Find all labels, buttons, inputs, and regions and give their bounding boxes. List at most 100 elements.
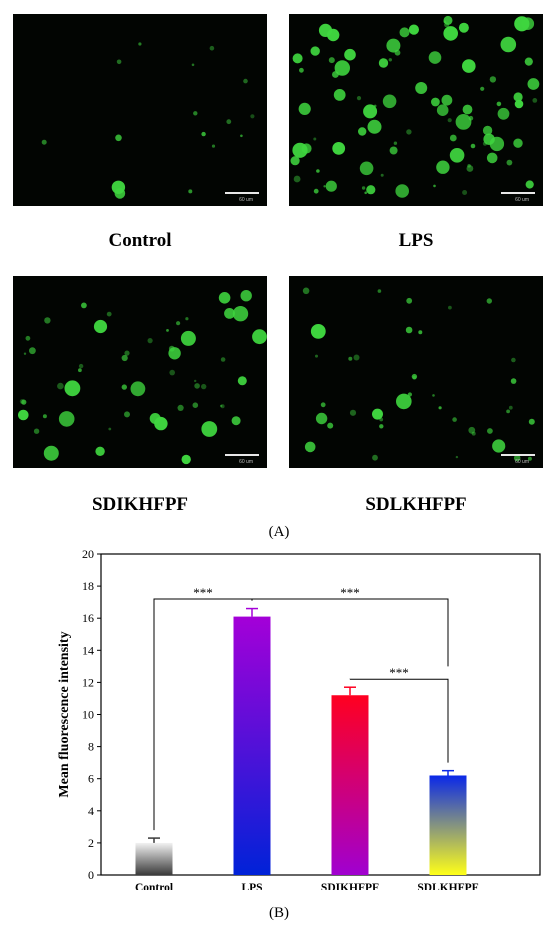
y-tick-label: 4: [88, 804, 94, 818]
fluorescent-cell: [218, 292, 231, 304]
y-tick-label: 12: [82, 675, 94, 689]
fluorescent-cell: [415, 82, 428, 94]
y-tick-label: 14: [82, 643, 94, 657]
fluorescent-cell: [366, 185, 376, 195]
fluorescent-cell: [147, 338, 153, 344]
scale-bar-label: 60 um: [239, 197, 253, 203]
fluorescent-cell: [176, 321, 181, 326]
fluorescent-cell: [193, 111, 198, 116]
fluorescent-cell: [466, 165, 474, 172]
cells-sdlkhfpf: [302, 287, 535, 462]
significance-bracket: [251, 598, 449, 667]
fluorescent-cell: [482, 125, 493, 136]
fluorescent-cell: [436, 104, 449, 116]
fluorescent-cell: [480, 86, 485, 91]
cells-sdikhfpf: [18, 290, 267, 465]
fluorescent-cell: [29, 347, 36, 355]
fluorescent-cell: [432, 394, 435, 397]
fluorescent-cell: [349, 409, 357, 416]
fluorescent-cell: [310, 324, 326, 339]
fluorescent-cell: [372, 454, 378, 461]
fluorescent-cell: [64, 380, 81, 397]
fluorescent-cell: [487, 428, 493, 434]
micrograph-lps: 60 um: [289, 14, 543, 206]
x-tick-label: LPS: [241, 882, 262, 890]
scale-bar: [225, 454, 259, 456]
fluorescent-cell: [513, 138, 523, 148]
fluorescent-cell: [496, 101, 502, 107]
fluorescent-cell: [407, 392, 412, 397]
fluorescent-cell: [431, 97, 440, 107]
y-axis-label: Mean fluorescence intensity: [57, 631, 72, 797]
significance-label: ***: [389, 665, 409, 680]
fluorescent-cell: [192, 402, 199, 408]
fluorescent-cell: [361, 186, 366, 190]
fluorescent-cell: [314, 327, 319, 332]
fluorescent-cell: [443, 26, 458, 41]
fluorescent-cell: [506, 409, 510, 414]
fluorescent-cell: [290, 156, 300, 166]
fluorescent-cell: [220, 404, 223, 408]
fluorescent-cell: [333, 89, 346, 101]
fluorescent-cell: [513, 454, 521, 462]
fluorescent-cell: [412, 375, 417, 380]
fluorescent-cell: [389, 146, 398, 155]
fluorescent-cell: [438, 406, 442, 410]
scale-bar-label: 60 um: [515, 197, 529, 203]
micrograph-control: 60 um: [13, 14, 267, 206]
x-tick-label: Control: [135, 882, 173, 890]
scale-bar: [225, 192, 259, 194]
fluorescent-cell: [18, 409, 29, 421]
y-tick-label: 18: [82, 579, 94, 593]
fluorescent-cell: [25, 335, 31, 341]
fluorescent-cell: [408, 24, 419, 35]
fluorescent-cell: [452, 417, 457, 422]
fluorescent-cell: [42, 414, 47, 419]
fluorescent-cell: [33, 428, 40, 434]
fluorescent-cell: [492, 439, 506, 453]
fluorescent-cell: [508, 405, 513, 410]
fluorescent-cell: [232, 306, 249, 322]
fluorescent-cell: [458, 22, 469, 33]
fluorescent-cell: [486, 298, 492, 304]
fluorescent-cell: [292, 53, 303, 64]
fluorescent-cell: [58, 411, 75, 427]
fluorescent-cell: [111, 180, 126, 194]
fluorescent-cell: [21, 399, 27, 405]
fluorescent-cell: [209, 45, 215, 51]
scale-bar-label: 60 um: [515, 459, 529, 465]
caption-sdlkhfpf: SDLKHFPF: [365, 494, 467, 515]
bar-lps: [233, 616, 271, 875]
fluorescent-cell: [130, 381, 146, 397]
fluorescent-cell: [382, 94, 397, 109]
fluorescent-cell: [379, 424, 384, 429]
fluorescent-cell: [332, 71, 339, 78]
fluorescent-cell: [486, 152, 498, 164]
fluorescent-cell: [23, 352, 27, 355]
scale-bar-label: 60 um: [239, 459, 253, 465]
fluorescent-cell: [455, 114, 472, 130]
fluorescent-cell: [313, 188, 319, 194]
micrograph-sdlkhfpf: 60 um: [289, 276, 543, 468]
fluorescent-cell: [181, 454, 191, 465]
fluorescent-cell: [304, 441, 316, 453]
fluorescent-cell: [433, 184, 436, 188]
caption-lps: LPS: [398, 230, 434, 251]
y-tick-label: 0: [88, 868, 94, 882]
fluorescent-cell: [201, 131, 206, 137]
fluorescent-cell: [301, 143, 312, 154]
fluorescent-cell: [396, 393, 412, 410]
fluorescent-cell: [78, 363, 84, 369]
fluorescent-cell: [93, 319, 108, 334]
fluorescent-cell: [194, 383, 200, 389]
fluorescent-cell: [320, 402, 326, 408]
fluorescent-cell: [224, 308, 235, 319]
fluorescent-cell: [237, 376, 247, 386]
bar-sdlkhfpf: [429, 775, 467, 875]
fluorescent-cell: [436, 160, 450, 174]
fluorescent-cell: [372, 408, 383, 420]
significance-bracket: [349, 678, 449, 763]
fluorescent-cell: [377, 289, 382, 293]
fluorescent-cell: [315, 412, 328, 425]
fluorescent-cell: [449, 148, 465, 163]
